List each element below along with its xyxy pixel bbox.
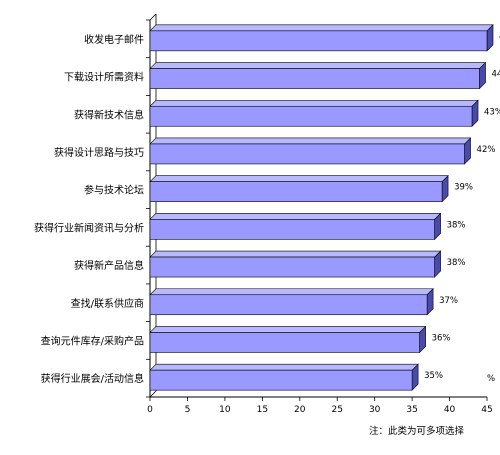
bar-top xyxy=(149,99,479,107)
bar xyxy=(149,105,473,127)
bar xyxy=(149,143,465,165)
axis-depth-bottom xyxy=(149,390,157,398)
category-label: 获得新产品信息 xyxy=(74,259,144,272)
x-tick-label: 5 xyxy=(185,405,191,415)
extra-percent-annotation: % xyxy=(487,374,495,384)
category-label: 查询元件库存/采购产品 xyxy=(41,334,144,347)
value-label: 38% xyxy=(447,258,466,268)
category-label: 下载设计所需资料 xyxy=(64,71,144,84)
bar-top xyxy=(149,137,472,145)
category-label: 获得设计思路与技巧 xyxy=(54,146,144,159)
bar xyxy=(149,369,413,391)
value-label: 39% xyxy=(454,183,473,193)
bar xyxy=(149,68,480,89)
x-tick-label: 40 xyxy=(444,405,456,415)
category-label: 收发电子邮件 xyxy=(84,33,144,46)
bar-top xyxy=(149,250,442,258)
bar-top xyxy=(149,175,449,182)
category-label: 参与技术论坛 xyxy=(84,184,144,197)
x-tick-label: 25 xyxy=(331,405,342,415)
value-label: 36% xyxy=(432,333,451,343)
category-label: 查找/联系供应商 xyxy=(71,297,144,310)
x-tick-label: 0 xyxy=(147,405,153,415)
bar xyxy=(149,219,435,240)
x-tick-label: 45 xyxy=(481,405,492,415)
value-label: 37% xyxy=(439,296,458,306)
bar-top xyxy=(149,363,419,371)
category-label: 获得行业展会/活动信息 xyxy=(41,372,144,385)
bar-top xyxy=(149,326,427,333)
chart-note: 注：此类为可多项选择 xyxy=(369,426,465,437)
value-label: 44% xyxy=(492,70,500,80)
value-label: 42% xyxy=(477,145,496,155)
x-tick-label: 30 xyxy=(369,405,381,415)
value-label: 43% xyxy=(484,107,500,117)
bar-top xyxy=(149,24,494,32)
x-tick-label: 10 xyxy=(219,405,231,415)
value-label: 35% xyxy=(424,371,443,381)
category-label: 获得行业新闻资讯与分析 xyxy=(34,221,144,234)
value-label: 38% xyxy=(447,220,466,230)
x-tick-label: 15 xyxy=(257,405,268,415)
x-tick-label: 35 xyxy=(406,405,417,415)
bar-top xyxy=(149,62,487,69)
bar-top xyxy=(149,213,442,220)
bar xyxy=(149,294,428,316)
axis-depth-top xyxy=(149,13,157,21)
bar xyxy=(149,256,435,278)
bar xyxy=(149,181,443,202)
bar xyxy=(149,30,488,52)
x-tick-label: 20 xyxy=(294,405,306,415)
bar-top xyxy=(149,288,434,296)
bar xyxy=(149,332,420,353)
category-label: 获得新技术信息 xyxy=(74,108,144,121)
